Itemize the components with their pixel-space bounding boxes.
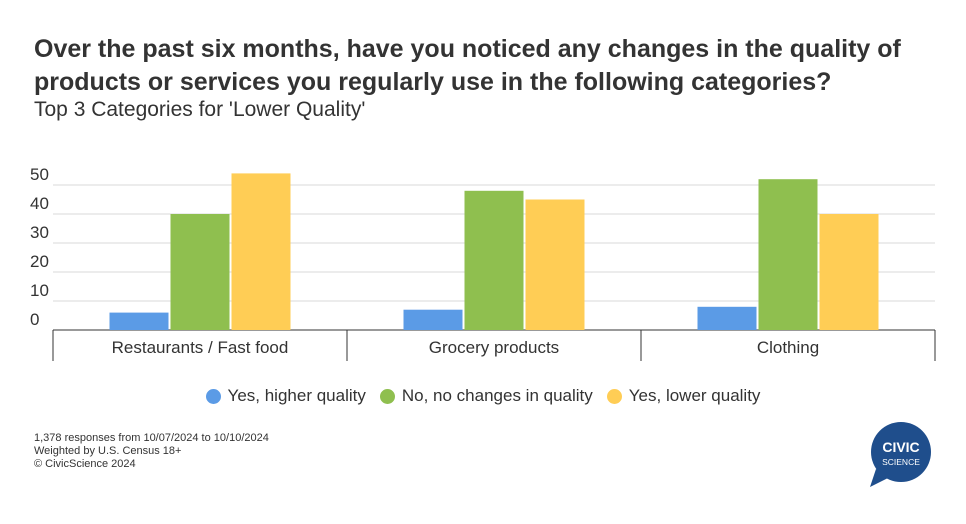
y-tick-label-0: 0	[30, 310, 39, 329]
footer-copyright: © CivicScience 2024	[34, 458, 136, 470]
legend: Yes, higher quality No, no changes in qu…	[0, 385, 966, 407]
y-tick-label-30: 30	[30, 223, 49, 242]
y-tick-label-40: 40	[30, 194, 49, 213]
logo-text-science: SCIENCE	[882, 457, 920, 467]
bar-1-0	[403, 309, 463, 330]
chart-title: Over the past six months, have you notic…	[34, 35, 901, 96]
legend-label-lower: Yes, lower quality	[628, 386, 761, 405]
legend-item-higher[interactable]: Yes, higher quality	[205, 385, 366, 407]
logo-text-civic: CIVIC	[882, 439, 919, 455]
footer-weighting: Weighted by U.S. Census 18+	[34, 445, 182, 457]
legend-label-no-change: No, no changes in quality	[401, 386, 593, 405]
y-tick-label-10: 10	[30, 281, 49, 300]
bar-1-1	[464, 190, 524, 330]
category-label-0: Restaurants / Fast food	[112, 338, 289, 357]
bar-chart: 0 10 20 30 40 50 Restaurants / Fast food Grocer…	[30, 165, 936, 361]
bar-0-1	[170, 214, 230, 330]
bar-2-0	[697, 306, 757, 330]
legend-item-lower[interactable]: Yes, lower quality	[606, 385, 761, 407]
y-tick-label-50: 50	[30, 165, 49, 184]
y-tick-label-20: 20	[30, 252, 49, 271]
category-label-2: Clothing	[757, 338, 819, 357]
civicscience-logo[interactable]: CIVIC SCIENCE	[866, 419, 936, 489]
footer-responses: 1,378 responses from 10/07/2024 to 10/10…	[34, 432, 269, 444]
category-label-1: Grocery products	[429, 338, 559, 357]
legend-label-higher: Yes, higher quality	[227, 386, 366, 405]
legend-swatch-no-change	[379, 388, 395, 404]
legend-swatch-lower	[606, 388, 622, 404]
legend-item-no-change[interactable]: No, no changes in quality	[379, 385, 593, 407]
bar-0-0	[109, 312, 169, 330]
chart-subtitle: Top 3 Categories for 'Lower Quality'	[34, 98, 366, 121]
bar-1-2	[525, 199, 585, 330]
logo-circle	[871, 422, 931, 482]
logo-tail	[870, 469, 890, 487]
footer-notes: 1,378 responses from 10/07/2024 to 10/10…	[34, 432, 269, 471]
bar-2-2	[819, 214, 879, 330]
bar-2-1	[758, 179, 818, 330]
bar-0-2	[231, 173, 291, 330]
legend-swatch-higher	[205, 388, 221, 404]
